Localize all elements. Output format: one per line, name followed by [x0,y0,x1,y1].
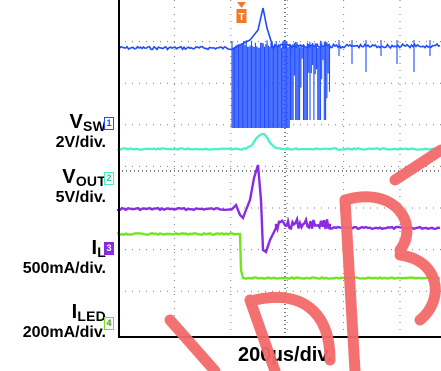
vsw-trace-spikes [338,40,431,72]
trigger-marker-label: T [238,12,244,23]
screen-frame [118,0,441,338]
vout-trace [116,132,441,151]
channel-4-scale: 200mA/div. [22,324,106,341]
iled-trace [116,231,441,280]
channel-3-marker: 3 [104,242,114,255]
channel-2-name: VOUT [62,166,106,189]
channel-1-scale: 2V/div. [55,134,106,151]
channel-4-name: ILED [71,301,106,324]
channel-4-marker: 4 [104,317,114,330]
channel-2-scale: 5V/div. [55,189,106,206]
channel-3-scale: 500mA/div. [22,260,106,277]
timebase-label: 200µs/div. [238,344,333,366]
channel-2-marker: 2 [104,172,114,185]
channel-1-marker: 1 [104,117,114,130]
channel-3-name: IL [91,237,106,260]
channel-3-label: IL 500mA/div. [23,238,106,277]
trigger-marker-icon: T [236,2,247,23]
vsw-trace-baseline [117,7,273,51]
channel-2-label: VOUT 5V/div. [56,167,106,206]
channel-4-label: ILED 200mA/div. [23,302,106,341]
channel-1-name: VSW [69,111,106,134]
channel-1-label: VSW 2V/div. [56,112,106,151]
vsw-trace-burst [231,40,331,128]
vsw-trace-tail [271,42,441,50]
